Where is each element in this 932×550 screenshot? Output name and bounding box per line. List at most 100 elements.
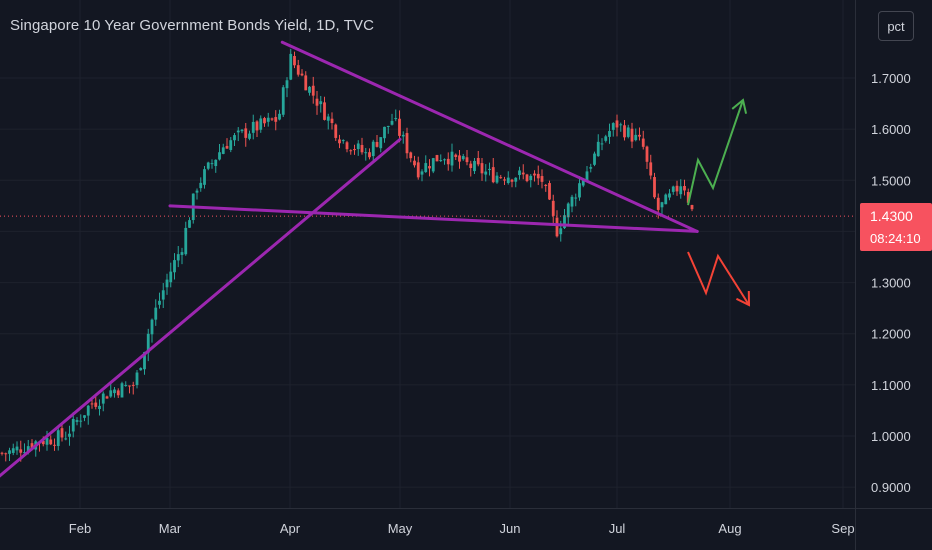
candle — [424, 155, 428, 173]
price-axis-tick-label: 1.3000 — [871, 276, 911, 291]
candle-body — [514, 177, 518, 182]
candle-body — [375, 141, 379, 147]
candle-body — [221, 147, 225, 154]
candle — [146, 328, 150, 362]
candle — [323, 96, 326, 121]
candle — [465, 149, 469, 166]
candle-body — [675, 185, 679, 192]
candle-body — [206, 162, 210, 169]
candle-body — [409, 152, 413, 159]
price-axis-labels: 0.90001.00001.10001.20001.30001.40001.50… — [871, 71, 911, 495]
trendline[interactable] — [168, 204, 699, 233]
candle-body — [439, 160, 443, 162]
bar-countdown-label: 08:24:10 — [870, 231, 921, 246]
candle — [420, 169, 424, 182]
candle-body — [79, 420, 83, 422]
candle — [105, 395, 109, 399]
candle — [23, 443, 26, 455]
candle — [690, 204, 694, 212]
candle-body — [293, 56, 296, 66]
candle — [394, 109, 398, 122]
candle — [491, 158, 495, 184]
candle — [353, 144, 356, 155]
candle-body — [645, 146, 649, 162]
candle-body — [281, 87, 285, 115]
price-axis-tick-label: 1.6000 — [871, 122, 911, 137]
forecast-down-arrow[interactable] — [687, 251, 751, 307]
candle — [608, 123, 611, 144]
candle-body — [154, 307, 158, 320]
candle-body — [244, 128, 248, 138]
candle-body — [533, 173, 536, 176]
candle — [15, 441, 19, 455]
candle-body — [143, 352, 146, 370]
candle-body — [626, 127, 630, 137]
candle-body — [653, 177, 656, 198]
time-axis-tick-label: Mar — [159, 521, 182, 536]
price-axis-tick-label: 1.7000 — [871, 71, 911, 86]
candle — [428, 159, 431, 177]
candle — [488, 162, 491, 176]
candle-body — [53, 444, 56, 446]
candle — [649, 154, 653, 180]
candle — [8, 447, 11, 462]
candle-body — [431, 158, 435, 172]
candle — [679, 179, 683, 199]
candle-body — [349, 150, 353, 152]
candle — [263, 116, 266, 127]
candle-body — [278, 113, 281, 120]
candle — [188, 217, 191, 228]
candle-body — [443, 159, 446, 161]
price-axis-tick-label: 1.2000 — [871, 327, 911, 342]
candle-body — [150, 319, 154, 335]
time-axis-tick-label: May — [388, 521, 413, 536]
candle — [660, 201, 664, 215]
candle-body — [379, 137, 383, 149]
candle — [68, 425, 71, 446]
forecast-up-arrow[interactable] — [687, 98, 748, 206]
scale-pct-button[interactable]: pct — [878, 11, 914, 41]
trendlines — [0, 40, 699, 507]
trendline[interactable] — [0, 137, 402, 507]
candle — [529, 174, 533, 188]
candle-body — [251, 121, 255, 133]
candle — [135, 370, 139, 389]
candle — [386, 125, 390, 134]
candle-body — [491, 167, 495, 183]
candle — [611, 122, 615, 137]
candle — [210, 159, 214, 169]
candle-body — [420, 171, 424, 175]
candle — [75, 417, 79, 426]
candle — [251, 114, 255, 140]
candle-body — [23, 452, 26, 454]
candle-body — [600, 143, 604, 145]
candle-body — [165, 279, 169, 288]
candle-body — [113, 389, 116, 394]
candle — [116, 388, 120, 398]
forecast-down-arrow-path — [687, 251, 750, 306]
candle-body — [563, 215, 566, 229]
candle-body — [326, 116, 330, 121]
candle-body — [570, 196, 574, 207]
candle-body — [176, 254, 180, 261]
candle-body — [664, 194, 668, 205]
candle-body — [203, 169, 206, 185]
candle — [165, 273, 169, 295]
candle-body — [169, 271, 173, 283]
candle-body — [353, 148, 356, 151]
candle-body — [248, 133, 251, 139]
candle-body — [240, 129, 244, 132]
candle — [503, 176, 506, 186]
candle-body — [476, 157, 480, 165]
candle — [578, 176, 581, 201]
candle — [638, 127, 641, 141]
candle-body — [139, 368, 143, 371]
candle-body — [233, 135, 236, 141]
trendline[interactable] — [280, 40, 699, 233]
candle-body — [656, 197, 660, 210]
candle — [154, 299, 158, 326]
candle-body — [488, 168, 491, 171]
candle-body — [454, 154, 458, 157]
